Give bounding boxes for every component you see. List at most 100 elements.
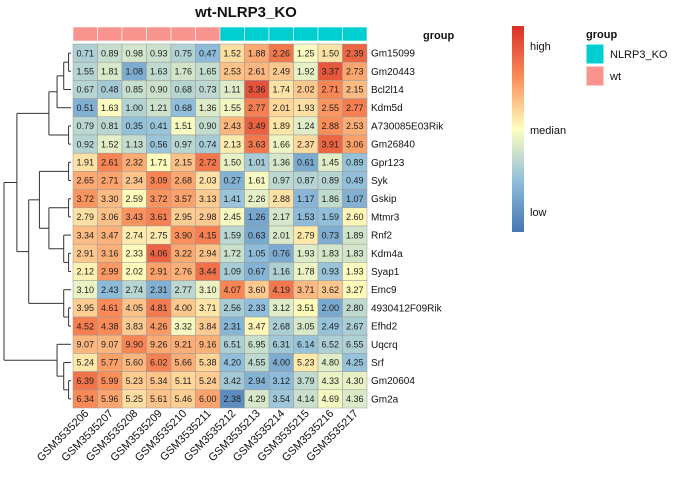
cell-value-label: 0.71 [76, 48, 94, 58]
cell-value-label: 6.51 [223, 340, 241, 350]
cell-value-label: 1.71 [150, 158, 168, 168]
cell-value-label: 2.33 [125, 249, 143, 259]
cell-value-label: 2.37 [297, 139, 315, 149]
cell-value-label: 3.12 [272, 303, 290, 313]
colorbar-label-low: low [530, 207, 547, 219]
cell-value-label: 2.94 [248, 376, 266, 386]
cell-value-label: 5.96 [101, 394, 119, 404]
row-label: Gm20443 [371, 67, 415, 78]
cell-value-label: 3.36 [248, 85, 266, 95]
cell-value-label: 0.93 [321, 267, 339, 277]
cell-value-label: 4.61 [101, 303, 119, 313]
group-cell [146, 26, 172, 42]
cell-value-label: 4.36 [346, 394, 364, 404]
row-label: Gm26840 [371, 140, 415, 151]
cell-value-label: 2.71 [101, 176, 119, 186]
cell-value-label: 2.32 [125, 158, 143, 168]
cell-value-label: 9.90 [125, 340, 143, 350]
group-cell [268, 26, 294, 42]
row-label: Gm20604 [371, 376, 415, 387]
cell-value-label: 2.43 [223, 121, 241, 131]
row-label: Gskip [371, 194, 397, 205]
cell-value-label: 3.57 [174, 194, 192, 204]
cell-value-label: 2.55 [321, 103, 339, 113]
cell-value-label: 2.02 [125, 267, 143, 277]
cell-value-label: 0.79 [76, 121, 94, 131]
cell-value-label: 2.45 [223, 212, 241, 222]
cell-value-label: 0.85 [125, 85, 143, 95]
cell-value-label: 3.83 [125, 321, 143, 331]
cell-value-label: 2.33 [248, 303, 266, 313]
group-cell [219, 26, 245, 42]
cell-value-label: 0.76 [272, 249, 290, 259]
cell-value-label: 0.35 [125, 121, 143, 131]
cell-value-label: 1.09 [223, 267, 241, 277]
cell-value-label: 4.19 [272, 285, 290, 295]
row-label: Mtmr3 [371, 212, 400, 223]
cell-value-label: 1.83 [346, 249, 364, 259]
cell-value-label: 4.14 [297, 394, 315, 404]
cell-value-label: 0.47 [199, 48, 217, 58]
cell-value-label: 5.38 [199, 358, 217, 368]
cell-value-label: 3.54 [272, 394, 290, 404]
cell-value-label: 4.00 [174, 303, 192, 313]
cell-value-label: 1.08 [125, 67, 143, 77]
cell-value-label: 0.61 [297, 158, 315, 168]
cell-value-label: 1.50 [321, 48, 339, 58]
cell-value-label: 0.98 [125, 48, 143, 58]
cell-value-label: 0.41 [150, 121, 168, 131]
cell-value-label: 5.77 [101, 358, 119, 368]
group-cell [293, 26, 319, 42]
cell-value-label: 4.69 [321, 394, 339, 404]
heatmap-cell [342, 389, 368, 409]
cell-value-label: 3.71 [199, 303, 217, 313]
cell-value-label: 2.74 [125, 285, 143, 295]
cell-value-label: 3.84 [199, 321, 217, 331]
cell-value-label: 2.98 [199, 212, 217, 222]
heatmap-cells: 0.71 0.89 0.98 0.93 0.75 0.47 1.52 1.88 2.26 1.25… [72, 43, 368, 409]
row-dendrogram [3, 52, 71, 400]
cell-value-label: 1.61 [248, 176, 266, 186]
cell-value-label: 1.36 [199, 103, 217, 113]
cell-value-label: 2.26 [248, 194, 266, 204]
row-label: Efhd2 [371, 322, 398, 333]
cell-value-label: 2.15 [346, 85, 364, 95]
row-label: Bcl2l14 [371, 85, 404, 96]
cell-value-label: 0.93 [150, 48, 168, 58]
cell-value-label: 1.86 [321, 194, 339, 204]
cell-value-label: 0.68 [174, 85, 192, 95]
cell-value-label: 1.26 [248, 212, 266, 222]
cell-value-label: 2.34 [125, 176, 143, 186]
group-legend-title: group [586, 29, 617, 41]
cell-value-label: 3.16 [101, 249, 119, 259]
cell-value-label: 4.55 [248, 358, 266, 368]
cell-value-label: 2.01 [272, 103, 290, 113]
cell-value-label: 3.10 [76, 285, 94, 295]
group-annotation-bar [72, 26, 368, 42]
group-cell [97, 26, 123, 42]
cell-value-label: 2.91 [150, 267, 168, 277]
cell-value-label: 2.68 [272, 321, 290, 331]
cell-value-label: 1.89 [346, 230, 364, 240]
cell-value-label: 4.00 [272, 358, 290, 368]
cell-value-label: 0.87 [297, 176, 315, 186]
cell-value-label: 2.61 [101, 158, 119, 168]
cell-value-label: 4.26 [150, 321, 168, 331]
cell-value-label: 1.59 [321, 212, 339, 222]
cell-value-label: 5.34 [150, 376, 168, 386]
cell-value-label: 2.77 [248, 103, 266, 113]
cell-value-label: 1.05 [248, 249, 266, 259]
cell-value-label: 5.11 [175, 376, 192, 386]
cell-value-label: 2.77 [174, 285, 192, 295]
cell-value-label: 2.43 [101, 285, 119, 295]
cell-value-label: 6.34 [76, 394, 94, 404]
cell-value-label: 6.55 [346, 340, 364, 350]
cell-value-label: 1.76 [174, 67, 192, 77]
cell-value-label: 0.51 [76, 103, 94, 113]
cell-value-label: 5.46 [174, 394, 192, 404]
cell-value-label: 5.25 [125, 394, 143, 404]
cell-value-label: 9.26 [150, 340, 168, 350]
cell-value-label: 0.89 [321, 176, 339, 186]
cell-value-label: 0.67 [76, 85, 94, 95]
group-cell [121, 26, 147, 42]
